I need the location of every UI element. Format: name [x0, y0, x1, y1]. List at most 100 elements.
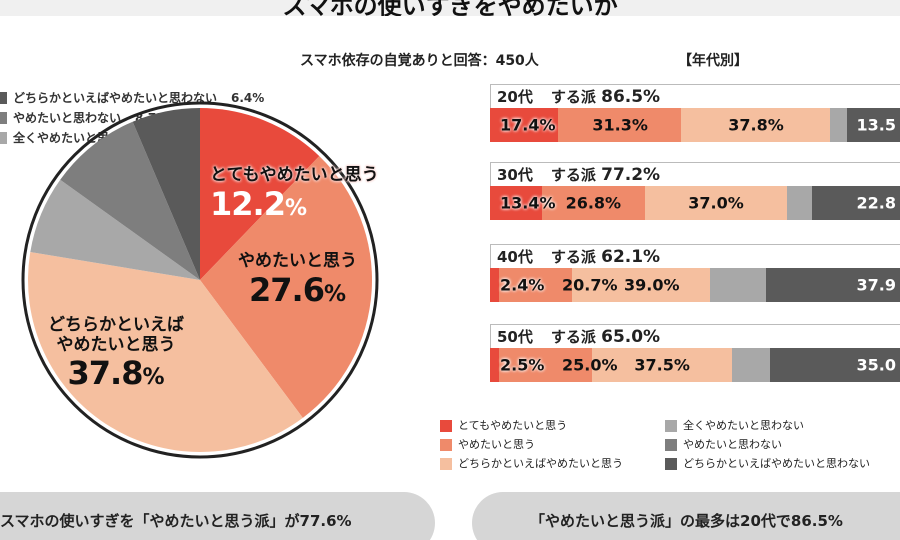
legend-swatch — [440, 419, 452, 432]
legend-swatch — [0, 112, 7, 124]
pie-slice — [30, 179, 200, 280]
bar-segment — [490, 348, 500, 382]
legend-item: どちらかといえばやめたいと思わない — [665, 454, 870, 473]
pie-side-legend-label: どちらかといえばやめたいと思わない — [13, 91, 218, 105]
legend-swatch — [440, 438, 452, 451]
legend-swatch — [440, 457, 452, 470]
summary-right-text: 「やめたいと思う派」の最多は20代で86.5% — [530, 512, 843, 530]
bar-segment — [710, 268, 766, 302]
pie-side-legend-label: 全くやめたいと思わない — [13, 131, 146, 145]
bar-value-label: 37.8% — [728, 115, 784, 135]
group-rate-value: 62.1% — [601, 247, 661, 267]
pie-label-want-value: 27.6 — [249, 270, 325, 309]
legend-item: 全くやめたいと思わない — [665, 416, 870, 435]
percent-sign: % — [142, 365, 165, 391]
group-prefix-label: する派 — [550, 248, 602, 266]
bar-value-label: 2.4% — [500, 275, 545, 295]
legend-label: 全くやめたいと思わない — [683, 419, 804, 432]
pie-side-legend: どちらかといえばやめたいと思わない 6.4% やめたいと思わない 8.7% 全く… — [0, 88, 264, 148]
stacked-bar — [490, 268, 900, 302]
bar-segment — [541, 186, 645, 220]
pie-label-somewhat-name-2: やめたいと思う — [56, 334, 176, 355]
legend-label: どちらかといえばやめたいと思う — [458, 457, 623, 470]
bar-value-label: 22.8 — [856, 193, 896, 213]
bar-segment — [846, 108, 900, 142]
bar-value-label: 31.3% — [592, 115, 648, 135]
legend-label: やめたいと思わない — [683, 438, 782, 451]
bar-segment — [490, 268, 499, 302]
pie-side-legend-label: やめたいと思わない — [13, 111, 122, 125]
age-category-label: 30代 — [497, 166, 533, 184]
bar-segment — [498, 268, 572, 302]
legend-swatch — [0, 92, 7, 104]
age-group: 50代 する派 65.0% 2.5% 25.0% 37.5% 35.0 — [490, 324, 900, 390]
summary-pill-left: スマホの使いすぎを「やめたいと思う派」が77.6% — [0, 492, 435, 540]
stacked-bar — [490, 108, 900, 142]
bar-segment — [765, 268, 900, 302]
pie-label-want-name: やめたいと思う — [238, 251, 357, 271]
pie-side-legend-value: 7.3% — [159, 131, 193, 145]
bar-value-label: 37.5% — [634, 355, 690, 375]
pie-label-somewhat-value: 37.8 — [67, 354, 144, 393]
pie-side-legend-item: やめたいと思わない 8.7% — [0, 108, 264, 128]
chart-title: スマホの使いすぎをやめたいか — [282, 0, 618, 16]
percent-sign: % — [323, 281, 346, 307]
age-group-header: 40代 する派 62.1% — [490, 244, 900, 268]
pie-label-strong-value: 12.2 — [210, 184, 286, 223]
bar-segment — [490, 108, 559, 142]
bar-segment — [812, 186, 900, 220]
legend-item: やめたいと思う — [440, 435, 623, 454]
age-category-label: 20代 — [497, 88, 533, 106]
age-group-header: 20代 する派 86.5% — [490, 84, 900, 108]
bar-segment — [499, 348, 593, 382]
legend-swatch — [665, 457, 677, 470]
bar-segment — [571, 268, 711, 302]
bar-value-label: 17.4% — [500, 115, 556, 135]
age-section-label: 【年代別】 — [678, 53, 748, 69]
pie-label-strong-name: とてもやめたいと思う — [210, 165, 379, 185]
pie-side-legend-item: どちらかといえばやめたいと思わない 6.4% — [0, 88, 264, 108]
chart-subtitle: スマホ依存の自覚ありと回答：450人 — [300, 53, 539, 69]
bar-value-label: 13.4% — [500, 193, 556, 213]
summary-left-text: スマホの使いすぎを「やめたいと思う派」が77.6% — [0, 512, 352, 530]
bar-segment — [558, 108, 682, 142]
bar-value-label: 35.0 — [856, 355, 896, 375]
legend-label: やめたいと思う — [458, 438, 535, 451]
bar-segment — [681, 108, 830, 142]
legend-item: やめたいと思わない — [665, 435, 870, 454]
age-group: 20代 する派 86.5% 17.4% 31.3% 37.8% 13.5 — [490, 84, 900, 150]
legend-item: どちらかといえばやめたいと思う — [440, 454, 623, 473]
legend-item: とてもやめたいと思う — [440, 416, 623, 435]
age-group-header: 50代 する派 65.0% — [490, 324, 900, 348]
pie-side-legend-value: 8.7% — [135, 111, 169, 125]
age-group-header: 30代 する派 77.2% — [490, 162, 900, 186]
legend-swatch — [665, 419, 677, 432]
percent-sign: % — [284, 195, 307, 221]
bar-legend-right: 全くやめたいと思わない やめたいと思わない どちらかといえばやめたいと思わない — [665, 416, 870, 473]
age-group: 30代 する派 77.2% 13.4% 26.8% 37.0% 22.8 — [490, 162, 900, 228]
bar-segment — [731, 348, 770, 382]
legend-swatch — [0, 132, 7, 144]
group-prefix-label: する派 — [550, 166, 602, 184]
bar-value-label: 20.7% — [562, 275, 618, 295]
bar-value-label: 26.8% — [565, 193, 622, 213]
group-prefix-label: する派 — [550, 328, 602, 346]
pie-side-legend-item: 全くやめたいと思わない 7.3% — [0, 128, 264, 148]
bar-segment — [830, 108, 847, 142]
bar-segment — [490, 186, 542, 220]
group-rate-value: 65.0% — [601, 327, 661, 347]
bar-segment — [644, 186, 787, 220]
pie-label-somewhat-name-1: どちらかといえば — [48, 315, 184, 335]
bar-legend-left: とてもやめたいと思う やめたいと思う どちらかといえばやめたいと思う — [440, 416, 623, 473]
group-prefix-label: する派 — [550, 88, 602, 106]
pie-label-want: やめたいと思う 27.6% — [238, 251, 357, 309]
bar-value-label: 37.0% — [688, 193, 744, 213]
stacked-bar — [490, 186, 900, 220]
age-category-label: 50代 — [497, 328, 533, 346]
pie-label-somewhat: どちらかといえば やめたいと思う 37.8% — [48, 315, 184, 393]
summary-pill-right: 「やめたいと思う派」の最多は20代で86.5% — [472, 492, 900, 540]
stacked-bar — [490, 348, 900, 382]
bar-value-label: 2.5% — [500, 355, 545, 375]
legend-label: どちらかといえばやめたいと思わない — [683, 457, 870, 470]
pie-side-legend-value: 6.4% — [231, 91, 265, 105]
